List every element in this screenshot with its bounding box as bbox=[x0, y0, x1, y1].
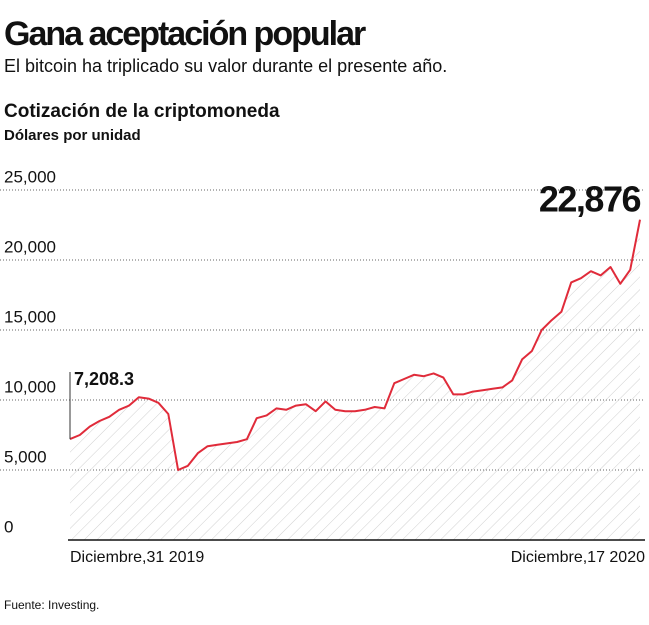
area bbox=[70, 219, 640, 540]
units: Dólares por unidad bbox=[4, 127, 141, 144]
value-label: 22,876 bbox=[539, 179, 641, 220]
source: Fuente: Investing. bbox=[4, 598, 99, 612]
title: Gana aceptación popular bbox=[4, 15, 366, 53]
y-tick-label: 20,000 bbox=[4, 237, 56, 256]
subtitle: El bitcoin ha triplicado su valor durant… bbox=[4, 56, 447, 76]
y-tick-label: 0 bbox=[4, 517, 13, 536]
y-tick-label: 15,000 bbox=[4, 307, 56, 326]
y-tick-label: 10,000 bbox=[4, 377, 56, 396]
value-label: 7,208.3 bbox=[74, 369, 134, 389]
x-tick-label: Diciembre,31 2019 bbox=[70, 549, 204, 566]
x-tick-label: Diciembre,17 2020 bbox=[511, 549, 645, 566]
y-tick-label: 25,000 bbox=[4, 167, 56, 186]
chart-title: Cotización de la criptomoneda bbox=[4, 101, 280, 122]
price-line bbox=[69, 219, 641, 471]
y-tick-label: 5,000 bbox=[4, 447, 47, 466]
